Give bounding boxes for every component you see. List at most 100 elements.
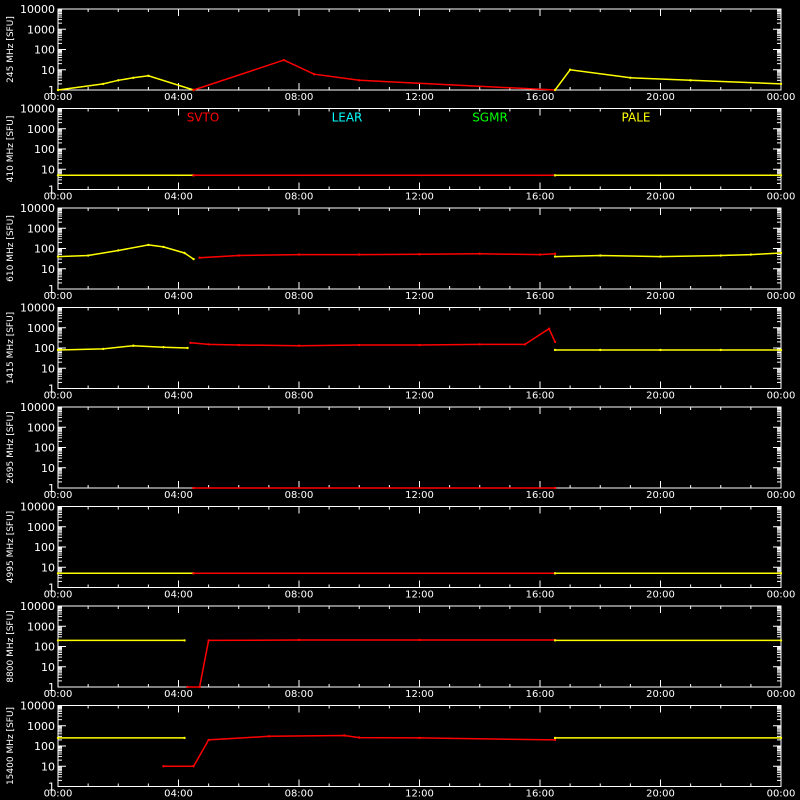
data-point-pale	[117, 249, 120, 252]
data-point-pale	[162, 245, 165, 249]
x-tick-label: 16:00	[526, 92, 555, 103]
series-line-pale	[57, 344, 188, 351]
x-tick-label: 00:00	[44, 689, 73, 700]
x-tick-label: 12:00	[405, 291, 434, 302]
data-point-svto	[523, 343, 527, 346]
data-point-pale	[553, 174, 557, 177]
x-tick-label: 00:00	[767, 92, 796, 103]
x-tick-label: 16:00	[526, 789, 555, 800]
data-point-pale	[779, 174, 783, 177]
data-point-svto	[207, 343, 210, 346]
data-point-pale	[599, 348, 602, 352]
data-point-svto	[418, 638, 421, 642]
y-tick-label: 1000	[27, 123, 55, 136]
legend-sgmr: SGMR	[472, 111, 508, 125]
series-line-pale	[554, 68, 782, 91]
data-point-pale	[132, 344, 135, 347]
panel-1415-mhz: 1 10 100 1000 10000 1415 MHz [SFU] 00:00 04:00 0…	[6, 302, 795, 402]
data-point-pale	[162, 345, 165, 349]
data-point-pale	[599, 254, 602, 257]
x-tick-label: 08:00	[285, 92, 314, 103]
y-tick-label: 100	[34, 740, 55, 753]
data-point-pale	[659, 255, 662, 258]
y-tick-label: 10000	[20, 501, 55, 514]
data-point-svto	[553, 252, 557, 255]
data-point-svto	[297, 638, 301, 642]
data-point-svto	[358, 736, 361, 739]
x-tick-label: 00:00	[767, 192, 796, 203]
panel-610-mhz: 1 10 100 1000 10000 610 MHz [SFU] 00:00 04:00 08…	[6, 202, 795, 302]
y-tick-label: 100	[34, 442, 55, 455]
data-point-svto	[198, 685, 201, 689]
y-axis-label: 4995 MHz [SFU]	[6, 511, 16, 583]
data-point-svto	[267, 735, 271, 738]
x-tick-label: 16:00	[526, 590, 555, 601]
data-point-pale	[56, 736, 60, 740]
y-tick-label: 1	[48, 84, 55, 97]
data-point-svto	[418, 736, 421, 740]
x-tick-label: 08:00	[285, 391, 314, 402]
data-point-pale	[101, 347, 105, 351]
data-point-pale	[183, 251, 186, 255]
series-line-svto	[163, 734, 556, 768]
data-point-svto	[358, 343, 361, 347]
data-point-pale	[192, 257, 195, 261]
data-point-svto	[312, 73, 316, 76]
y-tick-label: 1000	[27, 23, 55, 36]
x-tick-label: 00:00	[767, 590, 796, 601]
x-tick-label: 16:00	[526, 291, 555, 302]
data-point-svto	[547, 327, 551, 330]
panel-15400-mhz: 1 10 100 1000 10000 15400 MHz [SFU] 00:00 04:00…	[6, 700, 795, 800]
data-point-pale	[553, 639, 557, 642]
data-point-svto	[478, 252, 481, 255]
data-point-pale	[629, 76, 632, 80]
x-tick-label: 20:00	[646, 490, 675, 501]
x-tick-label: 08:00	[285, 192, 314, 203]
data-point-pale	[568, 68, 572, 71]
y-tick-label: 100	[34, 44, 55, 57]
data-point-svto	[192, 572, 195, 575]
y-tick-label: 10	[41, 661, 55, 674]
data-point-pale	[56, 174, 60, 177]
panel-4995-mhz: 1 10 100 1000 10000 4995 MHz [SFU] 00:00 04:00 0…	[6, 501, 795, 601]
series-line-svto	[193, 59, 556, 91]
plot-frame	[57, 8, 782, 91]
data-point-pale	[779, 639, 783, 642]
data-point-pale	[86, 254, 90, 257]
y-tick-label: 10000	[20, 401, 55, 414]
x-tick-label: 04:00	[164, 689, 193, 700]
data-point-svto	[189, 341, 192, 345]
y-axis-label: 8800 MHz [SFU]	[6, 610, 16, 682]
x-tick-label: 12:00	[405, 92, 434, 103]
data-point-pale	[56, 348, 60, 352]
y-tick-label: 10000	[20, 600, 55, 613]
data-point-pale	[779, 251, 783, 255]
x-tick-label: 12:00	[405, 789, 434, 800]
data-point-svto	[186, 685, 189, 689]
plot-frame	[57, 108, 782, 190]
x-tick-label: 20:00	[646, 391, 675, 402]
series-line-pale	[57, 244, 195, 260]
x-tick-label: 16:00	[526, 391, 555, 402]
y-tick-label: 10	[41, 163, 55, 176]
x-tick-label: 04:00	[164, 490, 193, 501]
y-tick-label: 10	[41, 760, 55, 773]
y-axis-label: 15400 MHz [SFU]	[6, 707, 16, 785]
y-tick-label: 10	[41, 362, 55, 375]
data-point-pale	[719, 254, 722, 257]
y-tick-label: 1000	[27, 421, 55, 434]
x-tick-label: 16:00	[526, 192, 555, 203]
y-tick-label: 100	[34, 641, 55, 654]
data-point-svto	[237, 254, 240, 257]
y-tick-label: 1	[48, 582, 55, 595]
panel-410-mhz: 1 10 100 1000 10000 410 MHz [SFU] 00:00 04:00 08…	[6, 103, 795, 203]
data-point-svto	[237, 343, 240, 347]
y-tick-label: 1000	[27, 322, 55, 335]
data-point-pale	[689, 79, 692, 82]
x-tick-label: 00:00	[44, 590, 73, 601]
x-tick-label: 00:00	[767, 490, 796, 501]
data-point-svto	[207, 738, 210, 742]
x-tick-label: 16:00	[526, 689, 555, 700]
series-line-svto	[190, 327, 556, 347]
